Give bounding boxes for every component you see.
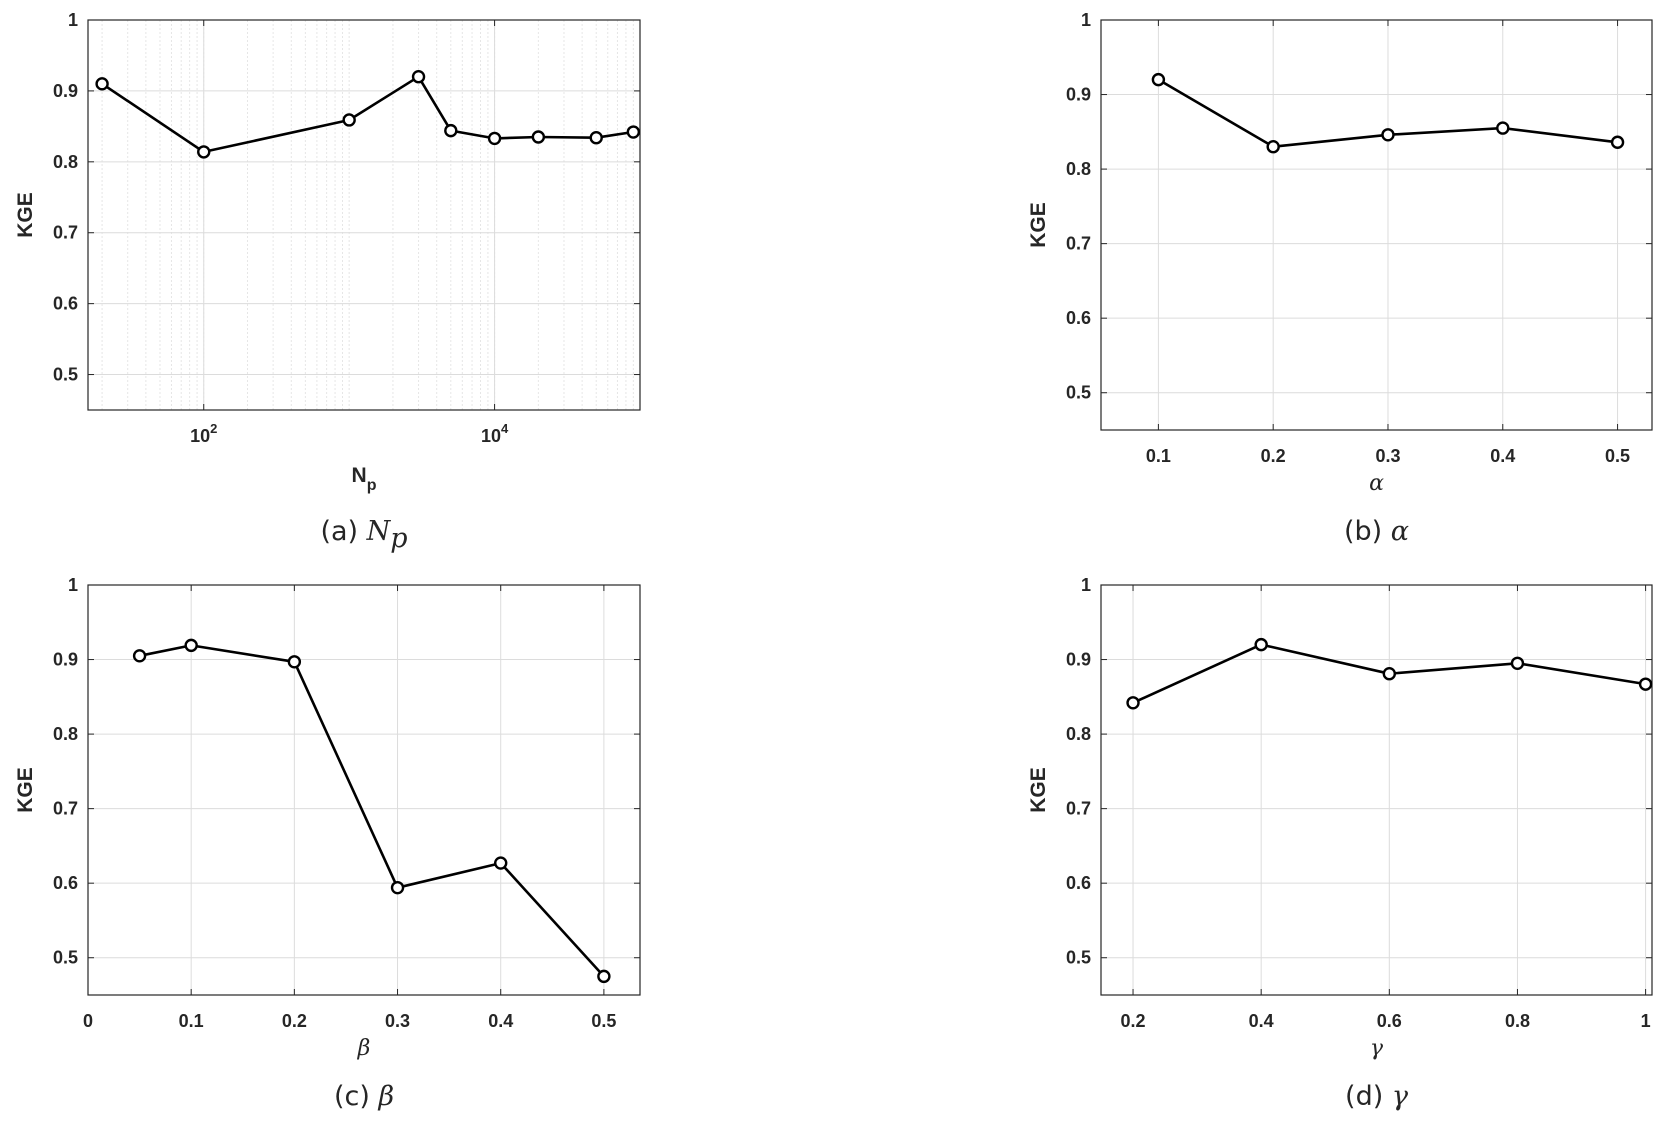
y-tick-label: 0.8 [53,152,78,172]
data-point [390,880,405,895]
y-tick-label: 0.7 [53,223,78,243]
axes-box [87,19,641,411]
x-tick-label: 0.8 [1505,1011,1530,1031]
y-tick-label: 0.5 [53,948,78,968]
data-point [1151,72,1166,87]
x-tick-label: 102 [190,421,217,446]
x-tick-label: 0.3 [385,1011,410,1031]
y-tick-label: 0.7 [1066,799,1091,819]
subplot-caption: (c) β [334,1081,394,1112]
data-point [1638,677,1653,691]
y-tick-label: 0.5 [53,365,78,385]
x-tick-label: 0.4 [1249,1011,1274,1031]
data-point [1382,667,1397,681]
x-tick-label: 0.4 [488,1011,513,1031]
x-tick-label: 0.3 [1375,446,1400,466]
axes-box [1100,584,1653,996]
axes-box [1100,19,1653,431]
x-tick-label: 0.1 [179,1011,204,1031]
y-tick-label: 0.9 [53,81,78,101]
x-tick-label: 0.2 [282,1011,307,1031]
x-tick-label: 0.5 [1605,446,1630,466]
x-tick-label: 0.5 [591,1011,616,1031]
x-tick-label: 0.6 [1377,1011,1402,1031]
data-point [95,77,109,91]
subplot-caption: (d) γ [1345,1081,1409,1112]
y-tick-label: 1 [1081,575,1091,595]
y-tick-label: 1 [1081,10,1091,30]
y-tick-label: 0.7 [53,799,78,819]
y-tick-label: 1 [68,575,78,595]
data-point [531,130,546,144]
y-tick-label: 0.6 [53,294,78,314]
y-axis-label: KGE [14,767,37,813]
y-tick-label: 0.5 [1066,948,1091,968]
data-point [1254,637,1268,652]
y-tick-label: 0.5 [1066,383,1091,403]
x-tick-label: 0.2 [1261,446,1286,466]
data-point [184,638,198,653]
y-tick-label: 0.7 [1066,234,1091,254]
y-axis-label: KGE [1027,202,1050,248]
data-point [1496,121,1510,135]
subplot-3: 0.5 0.6 0.7 0.8 0.9 1 0 0.1 0.2 0.3 0.4 0.5 KGE β (c) … [14,575,641,1112]
x-tick-label: 0 [83,1011,93,1031]
subplot-caption: (a) Np [320,516,407,554]
y-tick-label: 0.9 [53,650,78,670]
subplot-4: 0.5 0.6 0.7 0.8 0.9 1 0.2 0.4 0.6 0.8 1 KGE γ (d) γ [1027,575,1653,1112]
subplot-1: 0.5 0.6 0.7 0.8 0.9 1 102 104 KGE Np (a) Np [14,10,641,554]
data-point [1381,128,1395,142]
data-point [487,131,502,146]
data-point [1266,140,1280,154]
series-line [101,75,634,154]
y-tick-label: 0.8 [1066,724,1091,744]
data-point [342,113,356,127]
y-tick-label: 0.6 [1066,308,1091,328]
data-point [597,969,611,984]
y-tick-label: 0.6 [1066,873,1091,893]
data-point [1510,656,1525,670]
data-point [1126,696,1140,710]
data-point [494,856,508,870]
x-tick-label: 0.2 [1121,1011,1146,1031]
axes-box [87,584,641,996]
subplot-2: 0.5 0.6 0.7 0.8 0.9 1 0.1 0.2 0.3 0.4 0.5 KGE α (b) α [1027,10,1653,547]
y-tick-label: 0.8 [53,724,78,744]
subplot-caption: (b) α [1344,516,1409,547]
data-point [626,125,641,139]
data-point [444,123,458,138]
data-point [197,145,211,159]
y-tick-label: 1 [68,10,78,30]
y-axis-label: KGE [14,192,37,238]
data-point [589,131,603,145]
x-axis-label: β [357,1036,371,1061]
y-axis-label: KGE [1027,767,1050,813]
x-tick-label: 0.4 [1490,446,1515,466]
x-tick-label: 104 [481,421,509,446]
x-tick-label: 0.1 [1146,446,1171,466]
x-tick-label: 1 [1641,1011,1651,1031]
x-axis-label: γ [1370,1036,1384,1061]
x-axis-label: Np [352,464,377,494]
y-tick-label: 0.6 [53,873,78,893]
data-point [411,70,426,84]
y-tick-label: 0.9 [1066,85,1091,105]
data-point [287,655,302,669]
y-tick-label: 0.8 [1066,159,1091,179]
x-axis-label: α [1369,471,1384,496]
y-tick-label: 0.9 [1066,650,1091,670]
data-point [132,649,147,663]
series-line [139,644,605,978]
data-point [1610,135,1625,149]
